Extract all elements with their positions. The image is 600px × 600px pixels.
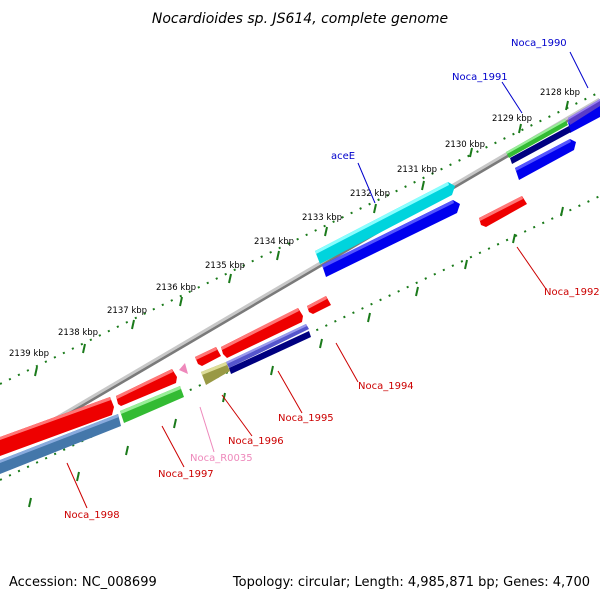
leader-noca-1990	[569, 51, 589, 89]
label-noca-1991[interactable]: Noca_1991	[452, 72, 508, 83]
feature-noca-1991-arrow[interactable]	[515, 139, 576, 180]
major-tick	[228, 273, 232, 284]
topology-summary-text: Topology: circular; Length: 4,985,871 bp…	[232, 575, 590, 590]
major-tick	[565, 100, 569, 111]
major-tick	[319, 338, 323, 349]
major-tick	[131, 319, 135, 330]
major-tick	[34, 366, 38, 377]
genome-backbone	[0, 97, 600, 456]
major-tick	[373, 203, 377, 214]
leader-noca-1996	[221, 394, 253, 437]
tick-label-2138: 2138 kbp	[58, 328, 98, 338]
tick-label-2135: 2135 kbp	[205, 261, 245, 271]
tick-label-2128: 2128 kbp	[540, 88, 580, 98]
label-noca-1994[interactable]: Noca_1994	[358, 381, 414, 392]
tick-label-2131: 2131 kbp	[397, 165, 437, 175]
feature-noca-r0035[interactable]	[179, 363, 188, 374]
major-tick	[367, 312, 371, 323]
feature-noca-1992[interactable]	[479, 196, 527, 227]
major-tick	[512, 233, 516, 244]
leader-noca-1991	[501, 81, 523, 114]
tick-dotline-outer	[0, 91, 600, 385]
feature-noca-1991-cds[interactable]	[510, 126, 571, 164]
tick-label-2132: 2132 kbp	[350, 189, 390, 199]
feature-noca-1996[interactable]	[195, 347, 221, 366]
feature-acee-gene[interactable]	[315, 182, 455, 264]
major-tick	[28, 497, 32, 508]
leader-noca-1995	[277, 370, 303, 414]
major-tick	[125, 445, 129, 456]
major-tick	[324, 226, 328, 237]
feature-noca-1997-cds[interactable]	[120, 386, 184, 423]
label-noca-r0035[interactable]: Noca_R0035	[190, 453, 253, 464]
major-tick	[560, 206, 564, 217]
feature-noca-1990-cds[interactable]	[568, 99, 600, 125]
feature-noca-1996-cds[interactable]	[201, 362, 230, 385]
leader-acee	[357, 162, 376, 204]
leader-noca-r0035	[199, 406, 215, 453]
major-ticks	[28, 100, 569, 508]
tick-label-2133: 2133 kbp	[302, 213, 342, 223]
leader-noca-1992	[516, 246, 547, 290]
major-tick	[270, 365, 274, 376]
feature-noca-1997-gene[interactable]	[116, 369, 177, 406]
label-noca-1996[interactable]: Noca_1996	[228, 436, 284, 447]
label-noca-1995[interactable]: Noca_1995	[278, 413, 334, 424]
feature-noca-1995-gene[interactable]	[221, 308, 303, 358]
leader-noca-1994	[335, 342, 359, 383]
major-tick	[421, 180, 425, 191]
label-acee[interactable]: aceE	[331, 151, 355, 162]
label-noca-1990[interactable]: Noca_1990	[511, 38, 567, 49]
tick-label-2129: 2129 kbp	[492, 114, 532, 124]
label-noca-1997[interactable]: Noca_1997	[158, 469, 214, 480]
label-noca-1992[interactable]: Noca_1992	[544, 287, 600, 298]
major-tick	[518, 123, 522, 134]
feature-noca-1991-gene[interactable]	[506, 119, 568, 158]
accession-text: Accession: NC_008699	[9, 575, 157, 590]
map-title: Nocardioides sp. JS614, complete genome	[152, 11, 448, 27]
major-tick	[76, 471, 80, 482]
major-tick	[415, 286, 419, 297]
feature-acee-cds[interactable]	[322, 200, 460, 277]
feature-noca-1995-cds[interactable]	[226, 324, 311, 374]
feature-noca-1994[interactable]	[307, 296, 331, 314]
major-tick	[179, 296, 183, 307]
leader-noca-1998	[66, 462, 88, 509]
major-tick	[82, 343, 86, 354]
label-noca-1998[interactable]: Noca_1998	[64, 510, 120, 521]
tick-label-2139: 2139 kbp	[9, 349, 49, 359]
feature-noca-1998-gene[interactable]	[0, 397, 114, 456]
major-tick	[173, 418, 177, 429]
tick-label-2134: 2134 kbp	[254, 237, 294, 247]
major-tick	[464, 259, 468, 270]
gene-leader-lines	[66, 51, 589, 509]
major-tick	[276, 250, 280, 261]
tick-label-2137: 2137 kbp	[107, 306, 147, 316]
leader-noca-1997	[161, 425, 185, 468]
tick-label-2130: 2130 kbp	[445, 140, 485, 150]
feature-noca-1998-cds[interactable]	[0, 414, 121, 474]
tick-label-2136: 2136 kbp	[156, 283, 196, 293]
major-tick	[469, 147, 473, 158]
